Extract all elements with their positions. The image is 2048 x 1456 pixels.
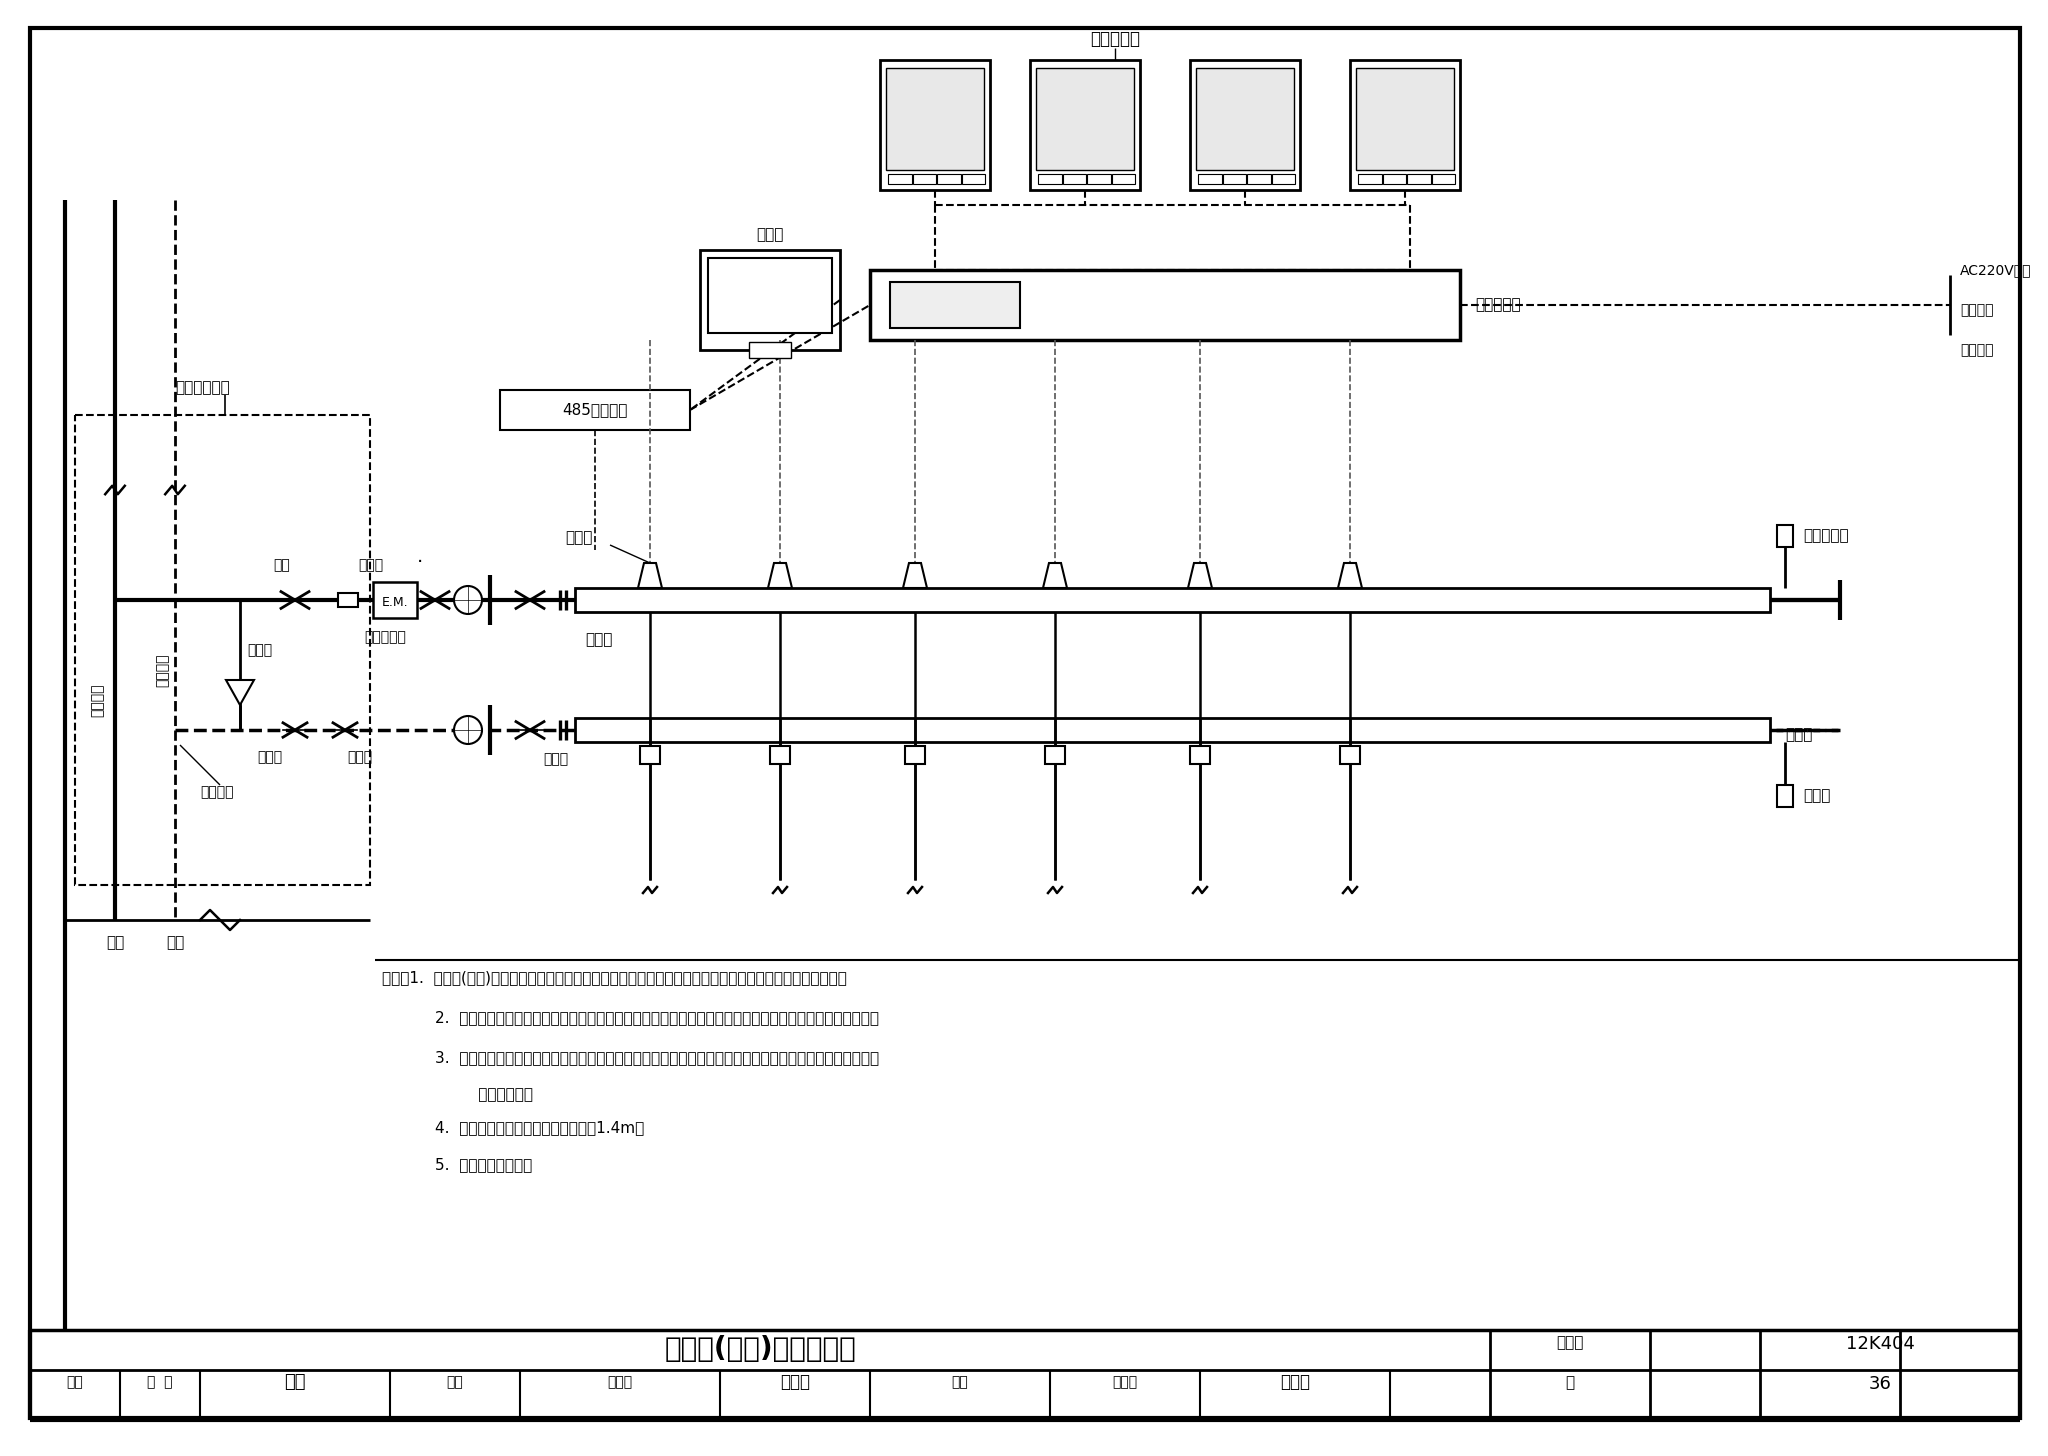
Text: 回水立管: 回水立管 — [201, 785, 233, 799]
Bar — [1350, 60, 1460, 189]
Text: 页: 页 — [1565, 1374, 1575, 1390]
Bar — [770, 745, 791, 764]
Text: 分环路(分室)温控示意图: 分环路(分室)温控示意图 — [664, 1335, 856, 1363]
Text: 集线控制器: 集线控制器 — [1475, 297, 1520, 313]
Text: 泤水阀: 泤水阀 — [1802, 789, 1831, 804]
Polygon shape — [1042, 563, 1067, 588]
Bar — [1087, 175, 1110, 183]
Bar — [938, 175, 961, 183]
Polygon shape — [225, 680, 254, 705]
Bar — [373, 582, 418, 617]
Bar — [1063, 175, 1085, 183]
Text: 供水立管: 供水立管 — [90, 683, 104, 716]
Polygon shape — [903, 563, 928, 588]
Text: 审核: 审核 — [68, 1374, 84, 1389]
Text: 过滤器: 过滤器 — [358, 558, 383, 572]
Bar — [1778, 785, 1792, 807]
Bar — [575, 588, 1769, 612]
Bar — [1196, 68, 1294, 170]
Text: 活接头: 活接头 — [543, 751, 569, 766]
Bar — [913, 175, 936, 183]
Text: AC220V输入: AC220V输入 — [1960, 264, 2032, 277]
Bar — [1223, 175, 1245, 183]
Bar — [881, 60, 989, 189]
Text: 旁通管: 旁通管 — [248, 644, 272, 657]
Polygon shape — [1337, 563, 1362, 588]
Text: 邓有源: 邓有源 — [1112, 1374, 1137, 1389]
Text: 高  波: 高 波 — [147, 1374, 172, 1389]
Bar — [905, 745, 926, 764]
Text: 分水器: 分水器 — [1786, 728, 1812, 743]
Bar — [639, 745, 659, 764]
Bar — [870, 269, 1460, 341]
Polygon shape — [1188, 563, 1212, 588]
Circle shape — [455, 585, 481, 614]
Text: 阀门: 阀门 — [274, 558, 291, 572]
Text: 5.  可采用无线控制。: 5. 可采用无线控制。 — [395, 1158, 532, 1172]
Bar — [961, 175, 985, 183]
Text: 计算机: 计算机 — [756, 227, 784, 242]
Bar — [1038, 175, 1061, 183]
Text: 12K404: 12K404 — [1845, 1335, 1915, 1353]
Bar — [1339, 745, 1360, 764]
Text: ·: · — [418, 553, 424, 572]
Bar — [1432, 175, 1454, 183]
Text: 采用电动阀。: 采用电动阀。 — [410, 1088, 532, 1102]
Text: 回水立管: 回水立管 — [156, 654, 170, 687]
Text: 高波: 高波 — [285, 1373, 305, 1390]
Text: 说明：1.  分环路(分室)控制加装集控盒，增加集中控制与远程控制功能；集控器通讯接口可连接各类网络系统。: 说明：1. 分环路(分室)控制加装集控盒，增加集中控制与远程控制功能；集控器通讯… — [383, 970, 848, 986]
Bar — [1112, 175, 1135, 183]
Bar — [700, 250, 840, 349]
Bar — [1190, 60, 1300, 189]
Polygon shape — [639, 563, 662, 588]
Text: 36: 36 — [1868, 1374, 1892, 1393]
Text: 供水: 供水 — [106, 935, 125, 949]
Text: 485通讯接口: 485通讯接口 — [563, 402, 627, 418]
Bar — [338, 593, 358, 607]
Text: 无源联动: 无源联动 — [1960, 344, 1993, 357]
Bar — [1382, 175, 1407, 183]
Bar — [1778, 526, 1792, 547]
Text: 热计量装置: 热计量装置 — [365, 630, 406, 644]
Text: 管道井内部件: 管道井内部件 — [174, 380, 229, 395]
Bar — [1272, 175, 1294, 183]
Text: 设计: 设计 — [952, 1374, 969, 1389]
Bar — [1190, 745, 1210, 764]
Bar — [709, 258, 831, 333]
Bar — [887, 68, 983, 170]
Text: 任兆成: 任兆成 — [608, 1374, 633, 1389]
Text: 锁闭阀: 锁闭阀 — [348, 750, 373, 764]
Text: 回水: 回水 — [166, 935, 184, 949]
Bar — [1356, 68, 1454, 170]
Bar — [1247, 175, 1270, 183]
Text: 3.  热水地面辐射供暖分环路控制主要以电动控制方式为主，调节阀宜采用电热式或自力式温度控制阀，也可: 3. 热水地面辐射供暖分环路控制主要以电动控制方式为主，调节阀宜采用电热式或自力… — [395, 1050, 879, 1064]
Bar — [1044, 745, 1065, 764]
Bar — [889, 175, 911, 183]
Text: 4.  温控器的控制器设置高度宜距地面1.4m。: 4. 温控器的控制器设置高度宜距地面1.4m。 — [395, 1120, 645, 1136]
Bar — [76, 415, 371, 885]
Bar — [1198, 175, 1221, 183]
Text: E.M.: E.M. — [381, 596, 408, 609]
Text: 2.  室温温控器宜设在被控温的房间或区域内，自动调节阀可内置于集水器中，也可外接于集水器各环路上。: 2. 室温温控器宜设在被控温的房间或区域内，自动调节阀可内置于集水器中，也可外接… — [395, 1010, 879, 1025]
Bar — [1407, 175, 1430, 183]
Text: 任兆成: 任兆成 — [780, 1373, 811, 1390]
Bar — [500, 390, 690, 430]
Bar — [1358, 175, 1382, 183]
Text: 邓有源: 邓有源 — [1280, 1373, 1311, 1390]
Text: 平衡阀: 平衡阀 — [258, 750, 283, 764]
Bar — [1036, 68, 1135, 170]
Text: 校对: 校对 — [446, 1374, 463, 1389]
Bar — [750, 342, 791, 358]
Bar — [575, 718, 1769, 743]
Polygon shape — [768, 563, 793, 588]
Text: 自动排气阀: 自动排气阀 — [1802, 529, 1849, 543]
Bar — [891, 282, 1020, 328]
Text: 室温温控器: 室温温控器 — [1090, 31, 1141, 48]
Text: 温控阀: 温控阀 — [565, 530, 592, 545]
Circle shape — [455, 716, 481, 744]
Bar — [1030, 60, 1141, 189]
Text: 有源联动: 有源联动 — [1960, 303, 1993, 317]
Text: 集水器: 集水器 — [586, 632, 612, 646]
Text: 图集号: 图集号 — [1556, 1335, 1583, 1350]
